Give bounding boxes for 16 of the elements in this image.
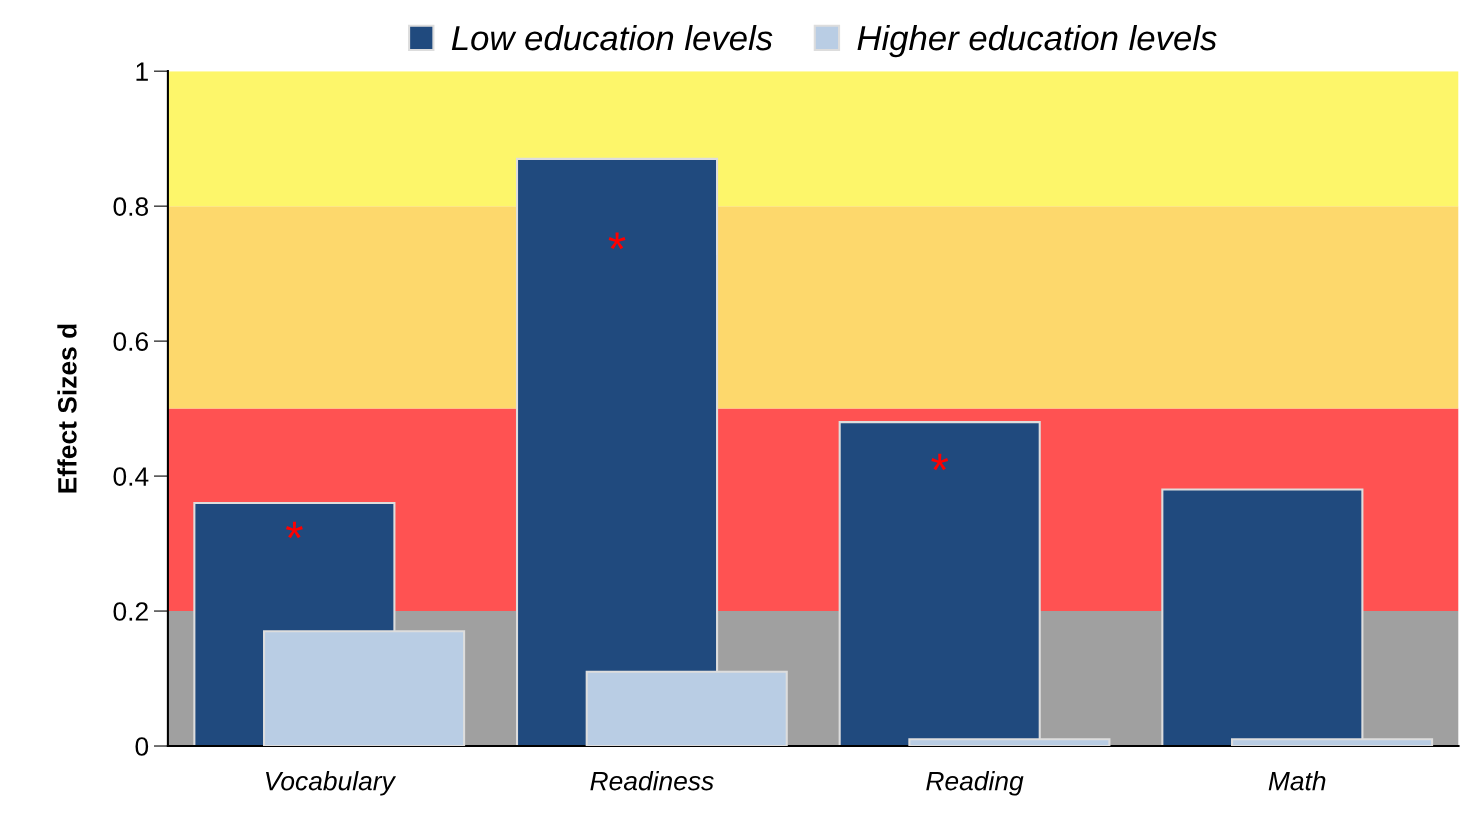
x-tick-label: Math [1268,771,1326,791]
x-tick-label: Readiness [590,771,714,791]
y-tick-label: 0.6 [113,332,148,351]
y-tick-label: 0.8 [113,197,149,216]
legend-label: Low education levels [451,24,773,51]
y-tick-label: 0.4 [113,467,149,486]
annotation: * [931,453,949,471]
y-tick-label: 0 [135,737,149,756]
legend-label: Higher education levels [857,24,1217,58]
y-axis-title: Effect Sizes d [57,324,77,493]
annotation: * [285,521,303,539]
x-tick-label: Reading [926,771,1024,796]
annotation: * [608,232,626,250]
x-tick-label: Vocabulary [266,771,397,796]
y-tick-label: 1 [136,62,148,81]
y-tick-label: 0.2 [113,602,148,621]
